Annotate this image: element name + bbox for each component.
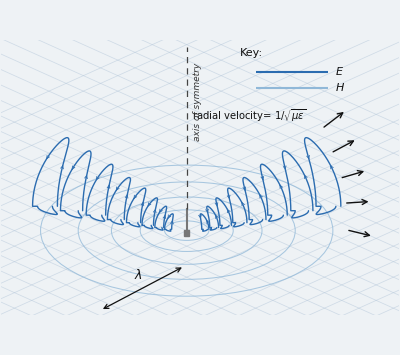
Text: axis of symmetry: axis of symmetry — [193, 63, 202, 141]
Text: radial velocity= $1/\sqrt{\mu\varepsilon}$: radial velocity= $1/\sqrt{\mu\varepsilon… — [192, 108, 306, 124]
Text: Key:: Key: — [240, 48, 263, 59]
Bar — [184, 230, 189, 236]
Text: H: H — [336, 83, 344, 93]
Text: λ: λ — [134, 269, 142, 282]
Text: E: E — [336, 67, 342, 77]
